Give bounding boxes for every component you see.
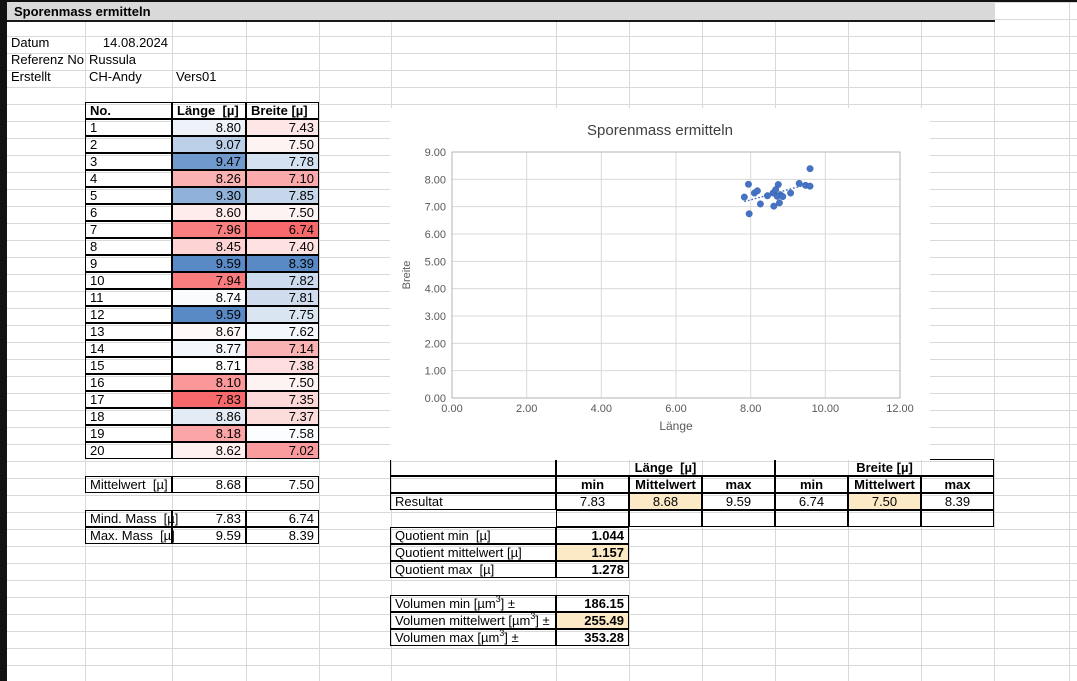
svg-text:6.00: 6.00 <box>425 229 446 241</box>
svg-text:9.00: 9.00 <box>425 147 446 159</box>
svg-text:2.00: 2.00 <box>425 338 446 350</box>
svg-text:7.00: 7.00 <box>425 202 446 214</box>
svg-text:6.00: 6.00 <box>665 403 686 415</box>
svg-text:12.00: 12.00 <box>886 403 914 415</box>
svg-text:8.00: 8.00 <box>425 174 446 186</box>
svg-text:1.00: 1.00 <box>425 366 446 378</box>
svg-text:3.00: 3.00 <box>425 311 446 323</box>
svg-text:Sporenmass ermitteln: Sporenmass ermitteln <box>587 122 733 139</box>
svg-text:4.00: 4.00 <box>425 284 446 296</box>
svg-text:5.00: 5.00 <box>425 256 446 268</box>
svg-text:Länge: Länge <box>659 419 693 433</box>
svg-text:4.00: 4.00 <box>591 403 612 415</box>
svg-text:0.00: 0.00 <box>441 403 462 415</box>
svg-text:10.00: 10.00 <box>812 403 840 415</box>
svg-text:2.00: 2.00 <box>516 403 537 415</box>
svg-text:Breite: Breite <box>401 261 413 290</box>
svg-text:8.00: 8.00 <box>740 403 761 415</box>
